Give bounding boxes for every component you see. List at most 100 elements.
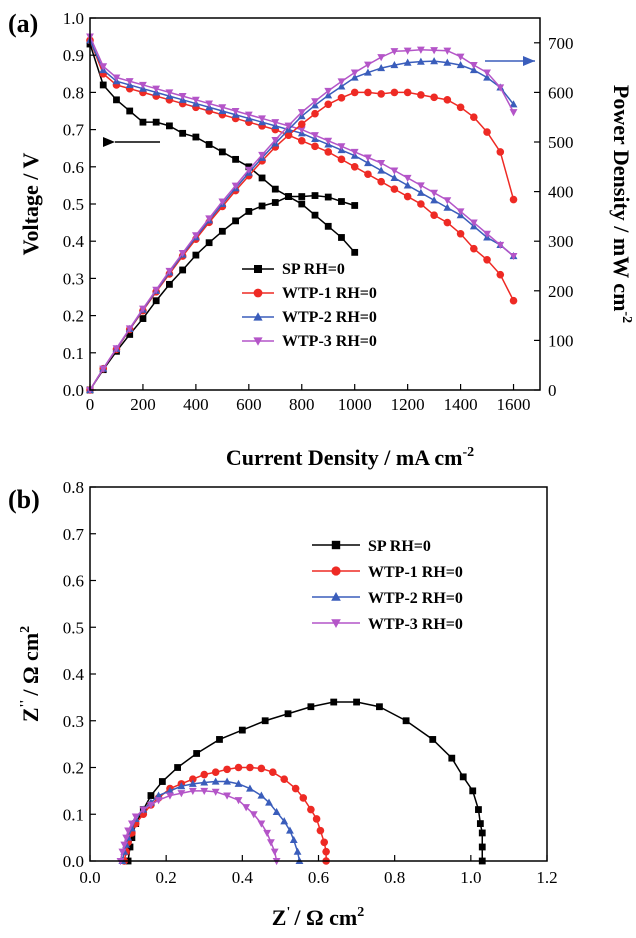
x-tick-label: 0.4 xyxy=(232,868,254,887)
data-point xyxy=(218,148,226,156)
data-point xyxy=(293,847,302,855)
y-tick-label: 0.1 xyxy=(63,344,84,363)
data-point xyxy=(232,155,239,163)
data-point xyxy=(223,765,231,774)
data-point xyxy=(200,770,209,779)
data-point xyxy=(152,286,161,294)
data-point xyxy=(316,826,325,835)
data-point xyxy=(223,792,232,800)
data-point xyxy=(430,93,438,102)
data-point xyxy=(118,848,127,856)
data-point xyxy=(178,93,187,101)
data-point xyxy=(496,241,505,249)
data-point xyxy=(299,794,308,802)
data-point xyxy=(242,804,251,812)
data-point xyxy=(152,118,160,126)
data-point xyxy=(231,107,240,116)
data-point xyxy=(377,54,386,62)
data-point xyxy=(289,835,298,844)
data-point xyxy=(364,159,372,167)
data-point xyxy=(124,827,132,835)
data-point xyxy=(257,764,266,773)
data-point xyxy=(351,202,359,209)
x-tick-label: 600 xyxy=(236,395,262,414)
data-point xyxy=(200,787,209,795)
data-point xyxy=(127,820,136,828)
data-point xyxy=(244,111,253,119)
data-point xyxy=(311,192,319,199)
data-point xyxy=(297,120,306,128)
data-point xyxy=(177,782,186,790)
panel-b-frame xyxy=(89,486,548,862)
data-point xyxy=(131,813,140,821)
data-point xyxy=(258,115,266,123)
x-tick-label: 1.2 xyxy=(536,868,557,887)
data-point xyxy=(443,96,452,104)
data-point xyxy=(271,185,279,193)
data-point xyxy=(205,215,214,223)
x-tick-label: 1600 xyxy=(497,395,531,414)
data-point xyxy=(188,779,197,787)
data-point xyxy=(324,137,333,145)
data-point xyxy=(249,811,258,819)
data-point xyxy=(350,69,359,77)
data-point xyxy=(324,222,332,230)
data-point xyxy=(154,797,163,805)
x-tick-label: 0.2 xyxy=(156,868,177,887)
data-point xyxy=(311,142,319,151)
data-point xyxy=(430,211,438,219)
data-point xyxy=(311,98,319,106)
y-tick-label: 0.6 xyxy=(63,158,84,177)
data-point xyxy=(258,202,266,210)
data-point xyxy=(311,109,319,118)
data-point xyxy=(139,806,148,814)
data-point xyxy=(257,791,266,799)
data-point xyxy=(337,155,346,164)
panel-a-marks xyxy=(86,33,518,395)
data-point xyxy=(139,305,147,313)
legend-label: WTP-1 RH=0 xyxy=(368,564,463,581)
data-point xyxy=(216,736,223,743)
x-tick-label: 200 xyxy=(130,395,156,414)
data-point xyxy=(312,815,321,823)
data-point xyxy=(139,81,147,90)
data-point xyxy=(324,193,332,201)
data-point xyxy=(430,196,439,204)
data-point xyxy=(390,61,399,69)
data-point xyxy=(416,46,425,54)
nyquist-line-wtp-3 xyxy=(119,790,278,862)
data-point xyxy=(280,817,289,825)
data-point xyxy=(139,118,147,126)
data-point xyxy=(456,61,465,69)
data-point xyxy=(403,192,412,201)
y-tick-label: 0.4 xyxy=(63,232,85,251)
y-tick-label: 0.9 xyxy=(63,46,84,65)
data-point xyxy=(158,778,166,785)
data-point xyxy=(350,73,359,81)
y-tick-label: 0.8 xyxy=(63,478,84,497)
legend-marker xyxy=(331,566,341,576)
data-point xyxy=(271,119,280,127)
data-point xyxy=(478,843,486,851)
data-point xyxy=(448,754,456,762)
data-point xyxy=(205,239,213,247)
data-point xyxy=(469,787,477,795)
data-point xyxy=(245,208,253,215)
panel-b-label: (b) xyxy=(8,485,40,514)
panel-a-label: (a) xyxy=(8,9,38,38)
data-point xyxy=(120,841,129,849)
data-point xyxy=(211,777,220,785)
data-point xyxy=(350,88,359,97)
data-point xyxy=(403,181,412,189)
data-point xyxy=(122,834,131,842)
data-point xyxy=(469,219,478,227)
legend-entry: WTP-3 RH=0 xyxy=(312,616,463,633)
data-point xyxy=(470,113,478,121)
data-point xyxy=(456,208,465,216)
data-point xyxy=(179,266,187,274)
data-point xyxy=(179,129,187,137)
panel-b-chart: (b) 0.0 0.2 0.4 0.6 0.8 1.0 1.2 0.0 0.1 0.2 0.3 0.4… xyxy=(8,478,558,930)
y-tick-label: 0.0 xyxy=(63,381,84,400)
data-point xyxy=(218,104,227,112)
data-point xyxy=(211,788,220,796)
